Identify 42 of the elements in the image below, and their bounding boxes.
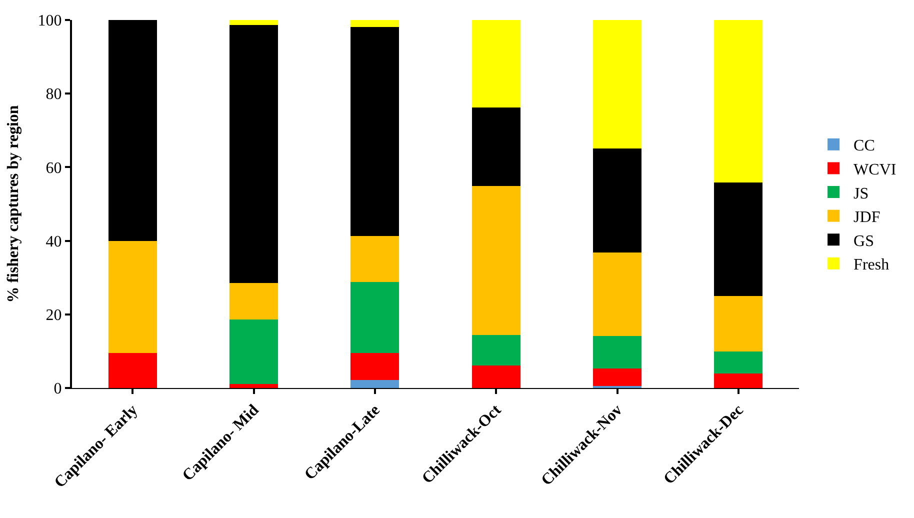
bar <box>108 240 157 354</box>
bar <box>714 20 763 183</box>
y-tick-label: 100 <box>38 12 62 30</box>
bar <box>714 373 763 388</box>
legend-label: Fresh <box>854 256 890 274</box>
bar <box>230 384 278 388</box>
bar <box>714 296 763 352</box>
y-tick-label: 0 <box>54 380 62 398</box>
bar <box>108 353 157 388</box>
bar <box>350 236 400 282</box>
bar <box>714 352 763 374</box>
bar <box>350 20 400 27</box>
bar <box>350 26 400 236</box>
bar <box>714 182 763 296</box>
bar <box>350 353 400 380</box>
bar <box>350 380 400 388</box>
y-tick-label: 40 <box>46 233 62 250</box>
bar <box>472 366 520 388</box>
bar <box>230 25 278 284</box>
bar <box>593 336 642 368</box>
legend-label: GS <box>854 232 874 250</box>
y-axis-title: % fishery captures by region <box>5 105 22 303</box>
bar <box>593 252 642 336</box>
bar <box>108 20 157 241</box>
bar <box>593 368 642 386</box>
legend-label: JDF <box>854 209 880 226</box>
bar <box>472 108 520 186</box>
y-tick-label: 60 <box>46 160 62 177</box>
bar <box>350 282 400 354</box>
legend-label: CC <box>854 138 875 155</box>
bar <box>472 20 520 108</box>
y-tick-label: 20 <box>46 307 62 324</box>
legend-label: JS <box>854 185 869 202</box>
bar <box>230 20 278 26</box>
bar <box>593 148 642 253</box>
legend-label: WCVI <box>854 161 896 178</box>
bar <box>472 186 520 336</box>
bar <box>230 320 278 384</box>
y-tick-label: 80 <box>46 86 62 104</box>
bar <box>472 335 520 366</box>
bar <box>593 20 642 148</box>
bar <box>230 283 278 320</box>
